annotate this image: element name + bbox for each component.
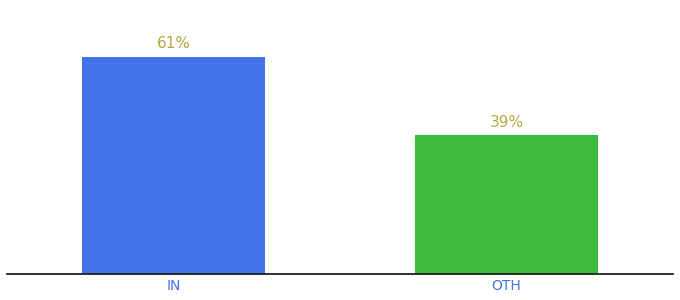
Text: 39%: 39% <box>490 115 524 130</box>
Bar <box>82 57 265 274</box>
Bar <box>415 135 598 274</box>
Text: 61%: 61% <box>156 37 190 52</box>
